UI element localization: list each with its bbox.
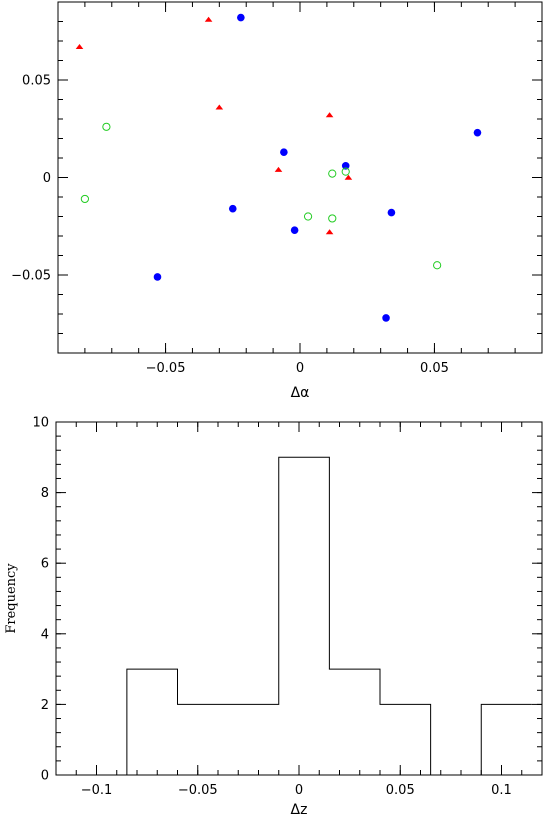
blue-filled-point [228, 204, 237, 213]
hist-y-tick-label: 6 [41, 557, 49, 572]
hist-y-axis-title: Frequency [4, 563, 19, 634]
histogram-bar [178, 704, 229, 775]
scatter-x-tick-label: 0 [296, 361, 304, 376]
scatter-panel: −0.05 0 0.05 −0.05 0 0.05 Δα [11, 1, 543, 401]
histogram-bar [329, 669, 380, 775]
scatter-y-tick-label: 0.05 [22, 74, 51, 89]
histogram-panel: −0.1 −0.05 0 0.05 0.1 0 2 4 6 8 10 Δz Frequency [4, 416, 543, 817]
green-open-point [341, 167, 350, 176]
blue-filled-point [280, 148, 288, 156]
hist-frame [55, 421, 543, 776]
hist-x-tick-label: 0.05 [386, 783, 415, 798]
scatter-frame [57, 1, 543, 354]
red-triangle-point [215, 104, 224, 110]
green-open-point [433, 261, 442, 270]
red-triangle-point [325, 229, 334, 235]
red-triangle-point [344, 174, 353, 180]
hist-x-tick-label: −0.1 [81, 783, 113, 798]
green-open-point [102, 122, 111, 131]
hist-x-axis-title: Δz [291, 802, 308, 817]
histogram-bar [481, 704, 532, 775]
blue-filled-point [153, 273, 162, 281]
red-triangle-point [325, 112, 334, 118]
scatter-y-tick-label: 0 [43, 171, 51, 186]
histogram-bar [279, 457, 330, 775]
blue-filled-point [473, 128, 482, 137]
red-triangle-point [204, 16, 213, 22]
histogram-bar [228, 704, 279, 775]
hist-y-tick-label: 0 [41, 769, 49, 784]
green-open-point [328, 214, 337, 223]
scatter-y-tick-label: −0.05 [11, 269, 51, 284]
histogram-bar [380, 704, 431, 775]
green-open-point [303, 212, 313, 221]
scatter-x-tick-label: 0.05 [420, 361, 449, 376]
red-triangle-point [75, 44, 84, 50]
histogram-bar [127, 669, 178, 775]
hist-y-tick-label: 8 [41, 486, 49, 501]
scatter-x-tick-label: −0.05 [146, 361, 186, 376]
blue-filled-point [382, 314, 390, 322]
blue-filled-point [387, 208, 396, 217]
blue-filled-point [290, 226, 299, 234]
green-open-point [328, 169, 337, 178]
hist-y-tick-label: 10 [32, 416, 49, 431]
scatter-x-axis-title: Δα [291, 385, 310, 401]
hist-x-tick-label: 0 [295, 783, 303, 798]
hist-y-tick-label: 2 [41, 698, 49, 713]
hist-x-tick-label: −0.05 [178, 783, 218, 798]
hist-y-tick-label: 4 [41, 627, 49, 642]
hist-x-tick-label: 0.1 [491, 783, 512, 798]
red-triangle-point [274, 166, 283, 172]
blue-filled-point [237, 13, 245, 22]
blue-filled-point [341, 162, 350, 170]
green-open-point [80, 194, 89, 204]
histogram-step-outline [76, 456, 532, 776]
